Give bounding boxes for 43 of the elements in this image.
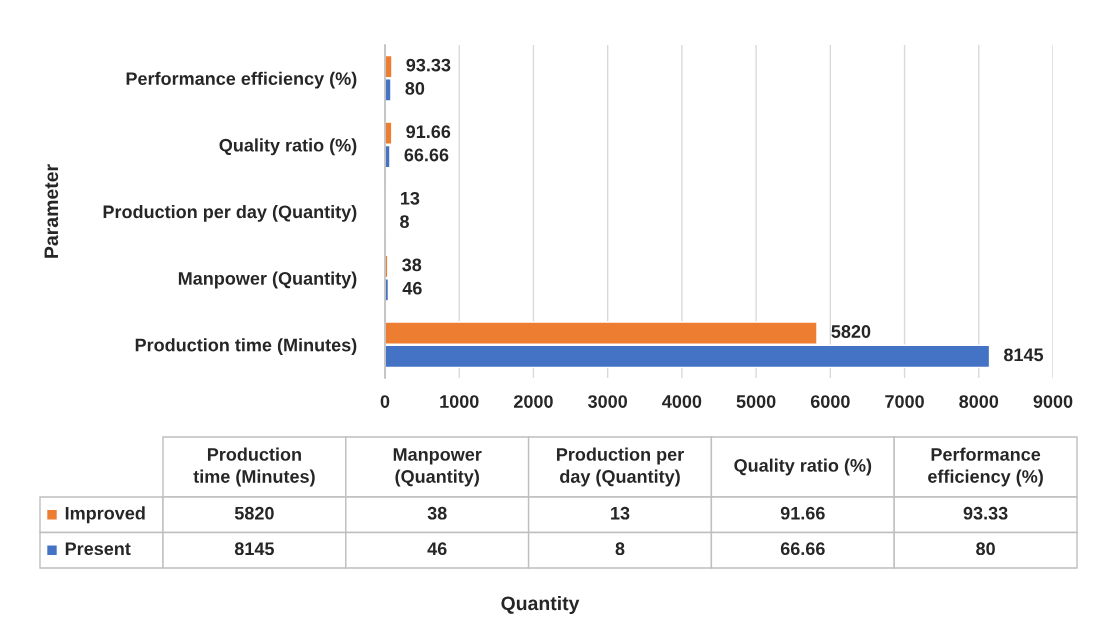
category-label: Manpower (Quantity)	[393, 448, 482, 487]
y-tick-label: Production per day (Quantity)	[103, 204, 357, 222]
text: 46	[427, 542, 447, 556]
x-tick-label: 3000	[588, 395, 628, 408]
x-tick-label: 0	[380, 395, 390, 408]
x-tick-label: 8000	[959, 395, 999, 408]
data-label: 93.33	[406, 58, 451, 72]
legend-label: Present	[65, 542, 131, 556]
x-tick-label: 7000	[885, 395, 924, 408]
text: 8	[615, 542, 625, 556]
text: 5820	[234, 506, 274, 520]
data-label: 80	[405, 82, 425, 95]
category-label: Quality ratio (%)	[734, 458, 872, 476]
y-tick-label: Production time (Minutes)	[135, 338, 357, 355]
data-label: 13	[400, 191, 420, 205]
x-tick-label: 1000	[440, 395, 479, 408]
x-tick-label: 9000	[1033, 395, 1073, 408]
x-tick-label: 5000	[736, 395, 776, 408]
data-label: 38	[402, 258, 422, 272]
x-tick-label: 6000	[810, 395, 850, 408]
data-label: 46	[402, 281, 422, 295]
y-tick-label: Manpower (Quantity)	[178, 271, 357, 289]
legend-label: Improved	[65, 506, 145, 524]
y-tick-label: Quality ratio (%)	[219, 138, 357, 156]
text: 38	[427, 506, 447, 520]
y-tick-label: Performance efficiency (%)	[126, 71, 357, 89]
text: Quantity	[501, 595, 580, 615]
data-label: 5820	[831, 325, 871, 338]
data-label: 8	[400, 215, 409, 228]
category-label: Production per day (Quantity)	[557, 447, 684, 487]
data-label: 91.66	[406, 125, 451, 139]
text: 8145	[234, 542, 274, 556]
text: 13	[611, 506, 630, 520]
category-label: Performance efficiency (%)	[928, 447, 1043, 487]
text: 66.66	[780, 542, 825, 556]
y-axis-title: Parameter	[44, 164, 59, 258]
data-label: 8145	[1004, 348, 1044, 362]
text: 91.66	[780, 506, 825, 520]
data-label: 66.66	[404, 148, 449, 162]
x-tick-label: 2000	[513, 395, 553, 408]
x-tick-label: 4000	[662, 395, 702, 408]
text: 80	[976, 542, 995, 556]
text: 93.33	[963, 506, 1008, 520]
